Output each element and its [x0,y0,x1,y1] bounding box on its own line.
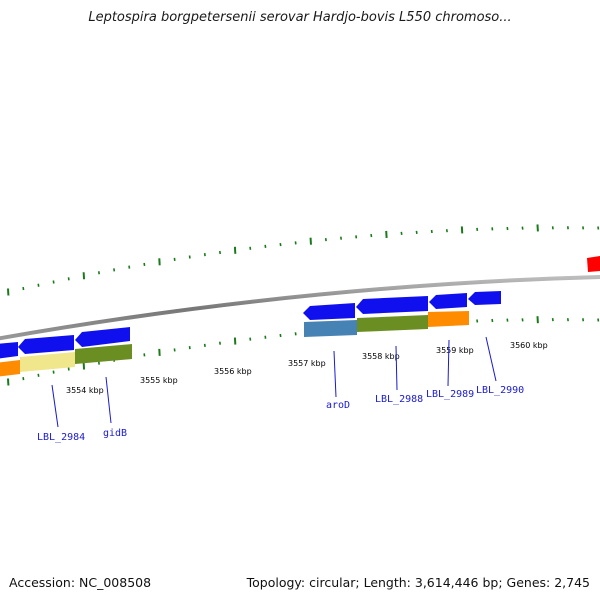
gene-arrow[interactable] [468,291,501,305]
gene-arrow[interactable] [0,342,18,359]
gene-label-leaders [51,336,497,428]
scale-label: 3558 kbp [362,352,400,361]
chromosome-title: Leptospira borgpetersenii serovar Hardjo… [88,10,512,25]
forward-genes [0,291,501,359]
leader-line [105,376,112,424]
accession-label: Accession: NC_008508 [9,575,152,590]
gene-labels: LBL_2984 gidB aroD LBL_2988 LBL_2989 LBL… [37,385,524,443]
scale-label: 3557 kbp [288,359,326,368]
gene-label-gidb[interactable]: gidB [103,428,127,439]
feature-red[interactable] [587,256,600,272]
chromosome-backbone [0,275,600,341]
gene-label-lbl-2990[interactable]: LBL_2990 [476,385,524,396]
leader-line [447,339,450,387]
feature-orange[interactable] [0,360,20,377]
gene-label-lbl-2988[interactable]: LBL_2988 [375,394,423,405]
feature-steelblue[interactable] [304,320,357,337]
gene-label-arod[interactable]: aroD [326,400,350,411]
leader-line [395,345,398,391]
feature-olive[interactable] [75,344,132,364]
gene-arrow[interactable] [429,293,467,309]
genome-summary: Topology: circular; Length: 3,614,446 bp… [246,575,590,590]
scale-label: 3556 kbp [214,367,252,376]
scale-label: 3554 kbp [66,386,104,395]
leader-line [333,350,337,398]
feature-olive[interactable] [357,315,428,332]
leader-line [51,384,59,428]
scale-label: 3555 kbp [140,376,178,385]
gene-arrow[interactable] [75,327,130,347]
gene-arrow[interactable] [303,303,355,320]
scale-label: 3559 kbp [436,346,474,355]
feature-khaki[interactable] [20,352,75,372]
cog-features [0,311,469,377]
gene-arrow[interactable] [356,296,428,314]
gene-arrow[interactable] [18,335,74,354]
leader-line [485,336,497,382]
gene-label-lbl-2984[interactable]: LBL_2984 [37,432,85,443]
scale-label: 3560 kbp [510,341,548,350]
gene-label-lbl-2989[interactable]: LBL_2989 [426,389,474,400]
scale-labels: 3554 kbp 3555 kbp 3556 kbp 3557 kbp 3558… [66,341,548,395]
outer-tick-ring [7,224,600,296]
feature-orange[interactable] [428,311,469,327]
